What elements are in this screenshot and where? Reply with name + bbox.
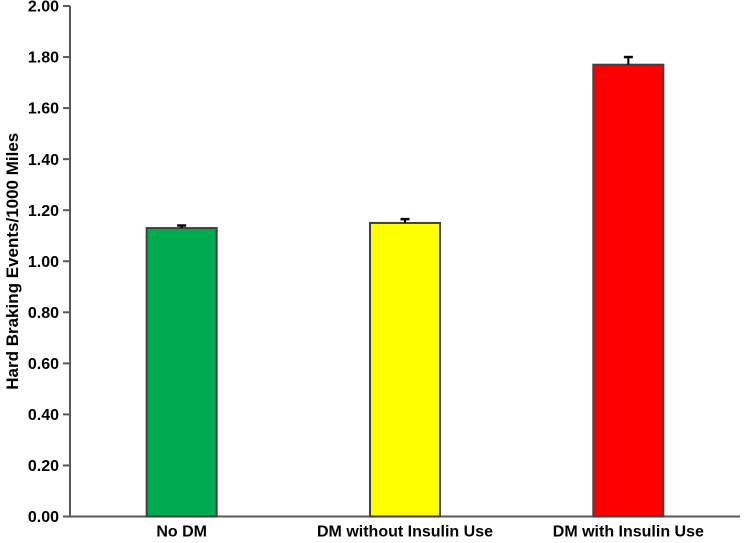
y-axis-tick-label: 1.60: [28, 101, 59, 118]
y-axis-tick-label: 0.40: [28, 407, 59, 424]
y-axis-tick-label: 0.20: [28, 458, 59, 475]
y-axis-tick-label: 1.40: [28, 152, 59, 169]
bar: [592, 63, 665, 518]
y-axis-title: Hard Braking Events/1000 Miles: [3, 133, 22, 390]
bar: [145, 227, 218, 518]
y-axis-tick-label: 0.60: [28, 356, 59, 373]
bar: [369, 221, 441, 518]
x-axis-category-label: DM with Insulin Use: [553, 524, 704, 541]
y-axis-tick-label: 0.80: [28, 305, 59, 322]
y-axis-tick-label: 1.00: [28, 254, 59, 271]
y-axis-tick-label: 1.20: [28, 203, 59, 220]
x-axis-category-label: DM without Insulin Use: [317, 524, 493, 541]
y-axis-tick-label: 1.80: [28, 50, 59, 67]
y-axis-tick-label: 0.00: [28, 509, 59, 526]
x-axis-category-label: No DM: [156, 524, 207, 541]
y-axis-tick-label: 2.00: [28, 0, 59, 16]
